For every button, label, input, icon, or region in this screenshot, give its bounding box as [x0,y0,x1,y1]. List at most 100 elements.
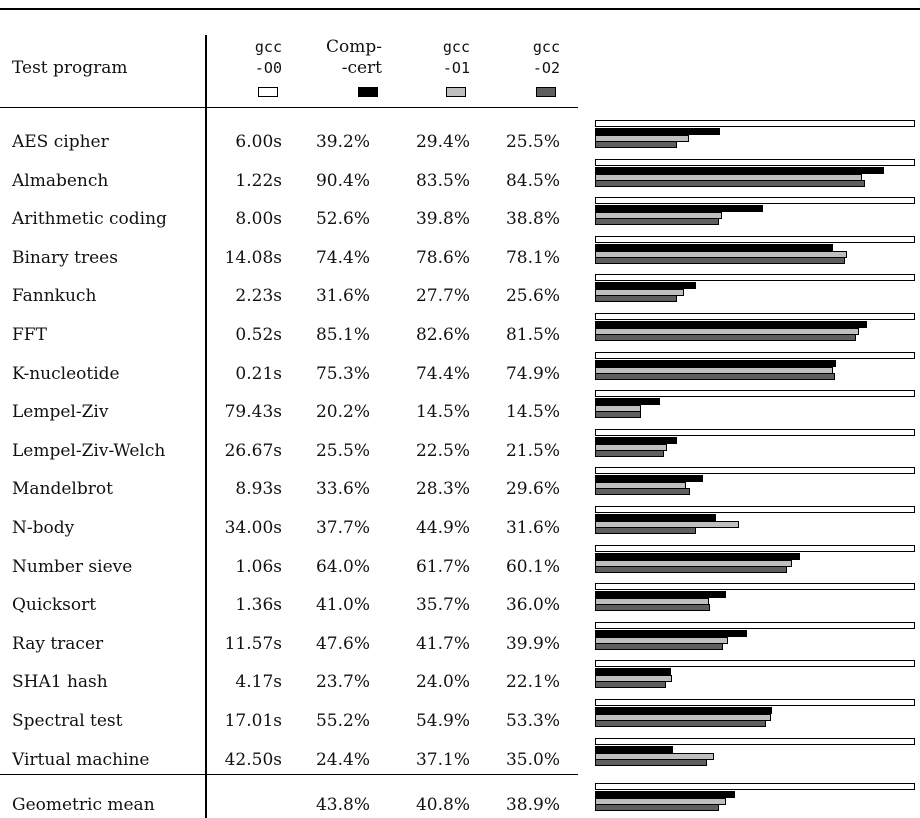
table-cell-compcert: 47.6% [315,633,370,654]
bar-gcc--o0 [595,274,915,282]
table-cell-base: 6.00s [235,132,282,152]
bar-gcc--o2 [595,295,677,303]
header-col-line2: -O1 [442,59,470,77]
header-col-line1: gcc [254,38,282,56]
table-cell-o1: 83.5% [415,170,470,191]
footer-rule [0,774,578,775]
table-cell-base: 26.67s [224,440,282,461]
bar-gcc--o2 [595,758,707,766]
bar-gcc--o0 [595,120,915,127]
bar-compcert [595,166,885,174]
table-cell-o2: 39.9% [505,633,560,654]
table-cell-o1: 29.4% [415,132,470,152]
bar-group [595,313,920,341]
table-cell-o2: 25.5% [505,132,560,152]
table-cell-o2: 29.6% [505,479,560,500]
bar-compcert [595,359,836,367]
table-cell-base: 0.21s [235,363,282,384]
bar-group [595,351,920,380]
table-row-name: Mandelbrot [12,479,113,500]
vertical-rule [205,35,207,818]
table-cell-compcert: 64.0% [315,556,370,577]
table-cell-o1: 78.6% [415,247,470,268]
table-cell-base: 79.43s [224,402,282,423]
table-row-name: Lempel-Ziv-Welch [12,440,166,461]
bar-group [595,428,920,457]
table-cell-o1: 82.6% [415,325,470,345]
bar-gcc--o2 [595,642,723,650]
table-cell-compcert: 85.1% [315,325,370,345]
bar-group [595,158,920,187]
table-row-name: Almabench [12,170,109,191]
bar-group [595,583,920,612]
bar-compcert [595,668,671,676]
table-cell-compcert: 52.6% [315,209,370,230]
table-cell-o2: 36.0% [505,595,560,616]
bar-compcert [595,398,660,406]
bar-compcert [595,436,677,444]
bar-gcc--o2 [595,565,788,573]
header-test-program: Test program [12,58,128,78]
table-cell-o1: 54.9% [415,711,470,731]
bar-gcc--o0 [595,390,915,398]
table-cell-compcert: 75.3% [315,363,370,384]
table-cell-o1: 41.7% [415,633,470,654]
table-cell-compcert: 37.7% [315,518,370,538]
bar-gcc--o2 [595,141,677,148]
table-cell-compcert: 23.7% [315,672,370,693]
header-col-line1: gcc [532,38,560,56]
legend-swatch [358,87,378,97]
bar-group [595,467,920,496]
bar-gcc--o2 [595,256,845,264]
table-cell-o1: 40.8% [415,795,470,815]
bar-gcc--o2 [595,804,720,811]
table-cell-base: 4.17s [235,672,282,693]
top-rule [0,8,920,10]
table-row-name: Quicksort [12,595,97,616]
header-col-line2: -O2 [532,59,560,77]
bar-gcc--o0 [595,158,915,166]
bar-gcc--o2 [595,179,866,187]
table-cell-compcert: 55.2% [315,711,370,731]
table-cell-o1: 35.7% [415,595,470,616]
bar-compcert [595,745,674,753]
table-cell-base: 8.93s [235,479,282,500]
table-cell-o1: 22.5% [415,440,470,461]
bar-gcc--o0 [595,313,915,320]
bar-gcc--o2 [595,527,697,534]
bar-compcert [595,128,721,135]
bar-gcc--o0 [595,660,915,668]
header-col-line2: -O0 [254,59,282,77]
bar-compcert [595,243,834,251]
table-row-name: AES cipher [12,132,109,152]
table-cell-compcert: 43.8% [315,795,370,815]
bar-gcc--o0 [595,699,915,706]
table-cell-o2: 74.9% [505,363,560,384]
table-cell-o2: 60.1% [505,556,560,577]
table-cell-base: 42.50s [224,749,282,770]
table-row-name: Arithmetic coding [12,209,167,230]
bar-gcc--o0 [595,197,915,205]
table-row-name: Geometric mean [12,795,155,815]
table-cell-o1: 74.4% [415,363,470,384]
bar-group [595,197,920,226]
bar-group [595,274,920,303]
bar-gcc--o0 [595,428,915,436]
table-row-name: K-nucleotide [12,363,120,384]
header-col-line1: Comp- [326,37,382,57]
legend-swatch [536,87,556,97]
table-cell-o1: 27.7% [415,286,470,307]
bar-gcc--o2 [595,334,856,341]
bar-group [595,120,920,148]
table-row-name: SHA1 hash [12,672,108,693]
bar-group [595,544,920,573]
bar-group [595,737,920,766]
bar-gcc--o2 [595,411,642,419]
bar-gcc--o0 [595,783,915,790]
legend-swatch [258,87,278,97]
table-cell-compcert: 39.2% [315,132,370,152]
bar-group [595,660,920,689]
bar-compcert [595,205,764,213]
header-col-line2: -cert [341,58,382,78]
bar-group [595,506,920,534]
